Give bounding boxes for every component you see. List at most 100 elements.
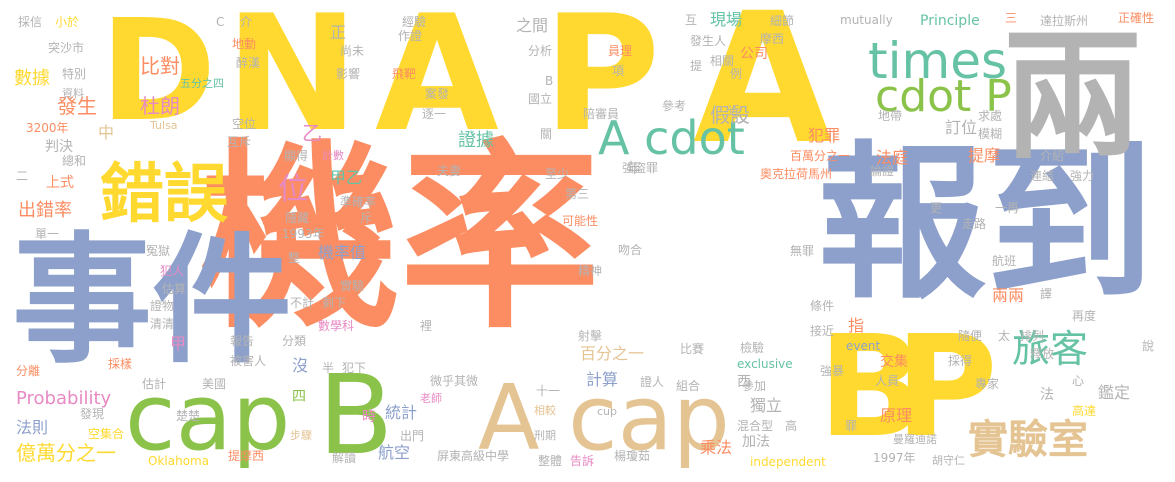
cloud-word: B: [545, 74, 554, 88]
cloud-word: 精神: [578, 264, 603, 278]
cloud-word: 法則: [16, 418, 49, 437]
cloud-word: 夫妻: [437, 164, 462, 178]
cloud-word: 剩下: [322, 296, 347, 310]
cloud-word: 近: [728, 104, 741, 118]
cloud-word: 交集: [880, 354, 908, 370]
cloud-word: 走路: [962, 217, 987, 231]
cloud-word: 指: [848, 316, 865, 335]
cloud-word: 沒: [292, 356, 309, 375]
cloud-word: 二: [16, 169, 29, 183]
cloud-word: 1993年: [282, 227, 325, 241]
cloud-word: 正確性: [1118, 11, 1155, 25]
cloud-word: 釋放: [1030, 347, 1055, 361]
cloud-word: 吻合: [618, 243, 643, 257]
cloud-word: 譯: [1040, 287, 1053, 301]
cloud-word: 兩: [1003, 16, 1144, 179]
cloud-word: 估計: [142, 377, 167, 391]
cloud-word: Tulsa: [150, 119, 178, 132]
cloud-word: 隱藏: [285, 211, 310, 225]
cloud-word: 比賽: [680, 342, 705, 356]
cloud-word: 計數: [322, 149, 344, 162]
cloud-word: 判決: [45, 139, 73, 155]
cloud-word: 條件: [810, 299, 835, 313]
cloud-word: 小於: [55, 15, 80, 29]
cloud-word: N: [225, 0, 359, 167]
cloud-word: A: [693, 0, 833, 184]
cloud-word: 法: [1040, 387, 1054, 403]
cloud-word: 五分之四: [180, 77, 224, 90]
cloud-word: 排列: [1020, 329, 1045, 343]
cloud-word: 一再: [995, 201, 1020, 215]
cloud-word: 經驗: [402, 15, 427, 29]
cloud-word: 地帶: [878, 109, 903, 123]
cloud-word: 計算: [586, 370, 619, 389]
cloud-word: 乘法: [700, 438, 733, 457]
cloud-word: 機率值: [318, 243, 367, 262]
cloud-word: 細節: [770, 14, 795, 28]
cloud-word: 人員: [875, 374, 900, 388]
cloud-word: 強盜罪: [622, 161, 659, 175]
cloud-word: 數據: [14, 68, 50, 89]
cloud-word: 關: [540, 127, 553, 141]
cloud-word: 模糊: [978, 127, 1003, 141]
cloud-word: 正: [330, 23, 347, 42]
cloud-word: 強力: [1070, 169, 1095, 183]
cloud-word: A cap: [478, 366, 730, 471]
cloud-word: 出門: [400, 429, 425, 443]
cloud-word: 老師: [420, 392, 442, 405]
cloud-word: 強暴: [820, 364, 845, 378]
cloud-word: 統計: [385, 403, 418, 422]
cloud-word: 再度: [1072, 309, 1097, 323]
cloud-word: 提摩西: [228, 449, 265, 463]
cloud-word: 單一: [35, 227, 60, 241]
cloud-word: 斥: [360, 211, 373, 225]
cloud-word: 整: [288, 251, 301, 265]
cloud-word: 專家: [975, 377, 1000, 391]
cloud-word: 混合型: [737, 419, 774, 433]
cloud-word: 逐一: [422, 107, 447, 121]
cloud-word: 機率: [200, 123, 601, 356]
cloud-word: Principle: [920, 13, 980, 29]
cloud-word: 參加: [742, 379, 767, 393]
cloud-word: 楊瓊茹: [614, 449, 651, 463]
cloud-word: A: [375, 0, 499, 167]
cloud-word: mutually: [840, 13, 893, 27]
cloud-word: 高達: [1072, 404, 1097, 418]
cloud-word: 不計: [290, 296, 315, 310]
cloud-word: 整體: [538, 454, 563, 468]
cloud-word: 刑期: [534, 429, 556, 442]
cloud-word: 旅客: [1012, 327, 1089, 371]
cloud-word: 空位: [232, 117, 257, 131]
cloud-word: 分析: [528, 44, 553, 58]
cloud-word: 現場: [710, 10, 743, 29]
cloud-word: 犯人: [160, 264, 185, 278]
cloud-word: 採樣: [108, 357, 133, 371]
cloud-word: 甲: [170, 334, 187, 353]
cloud-word: 作證: [398, 29, 423, 43]
cloud-word: 半: [322, 361, 335, 375]
cloud-word: 介紹: [1040, 149, 1065, 163]
cloud-word: 法庭: [876, 148, 909, 167]
cloud-word: P: [543, 0, 661, 167]
cloud-word: 特別: [62, 67, 87, 81]
cloud-word: 時: [362, 409, 376, 425]
cloud-word: 美國: [202, 377, 227, 391]
cloud-word: 百萬分之一: [790, 149, 851, 163]
cloud-word: 證人: [640, 375, 665, 389]
cloud-word: 冤獄: [146, 244, 171, 258]
cloud-word: 步驟: [290, 429, 312, 442]
cloud-word: C: [216, 15, 225, 29]
cloud-word: 相較: [534, 404, 556, 417]
cloud-word: 求處: [978, 109, 1003, 123]
cloud-word: 例: [730, 67, 743, 81]
cloud-word: 心: [1072, 374, 1085, 388]
cloud-word: 資料: [62, 87, 84, 100]
cloud-word: 相關: [710, 54, 735, 68]
cloud-word: 3200年: [26, 121, 69, 135]
cloud-word: 解讀: [332, 451, 357, 465]
cloud-word: 三: [1005, 11, 1018, 25]
cloud-word: 犯罪: [808, 126, 841, 145]
cloud-word: 提摩: [968, 146, 1001, 165]
cloud-word: 胡守仁: [932, 454, 965, 467]
cloud-word: 至少: [545, 167, 570, 181]
